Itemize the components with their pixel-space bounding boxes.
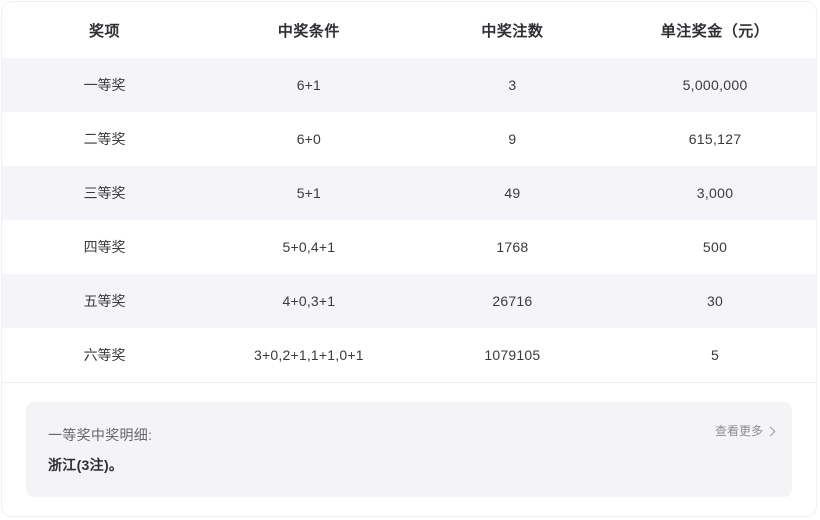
cell-count: 1768 [410,220,615,274]
detail-section: 一等奖中奖明细: 浙江(3注)。 查看更多 [2,383,816,497]
view-more-label: 查看更多 [714,424,763,438]
cell-level: 五等奖 [2,274,208,328]
chevron-right-icon [765,426,776,436]
table-row: 一等奖 6+1 3 5,000,000 [2,58,816,112]
detail-body: 浙江(3注)。 [48,457,124,473]
cell-level: 四等奖 [2,220,208,274]
cell-amount: 5 [614,328,816,382]
prize-table-header: 奖项 中奖条件 中奖注数 单注奖金（元） [2,2,816,58]
cell-amount: 5,000,000 [614,58,816,112]
cell-condition: 4+0,3+1 [207,274,411,328]
cell-condition: 6+0 [207,112,411,166]
column-header-condition: 中奖条件 [207,2,411,58]
cell-condition: 5+0,4+1 [207,220,411,274]
cell-amount: 500 [614,220,816,274]
cell-count: 3 [410,58,615,112]
cell-level: 二等奖 [2,112,208,166]
cell-count: 26716 [410,274,615,328]
cell-condition: 3+0,2+1,1+1,0+1 [207,328,411,382]
table-row: 二等奖 6+0 9 615,127 [2,112,816,166]
table-header-row: 奖项 中奖条件 中奖注数 单注奖金（元） [2,2,816,58]
view-more-link[interactable]: 查看更多 [714,424,776,438]
table-row: 六等奖 3+0,2+1,1+1,0+1 1079105 5 [2,328,816,382]
cell-amount: 3,000 [614,166,816,220]
first-prize-detail-panel: 一等奖中奖明细: 浙江(3注)。 查看更多 [26,402,792,497]
prize-table: 奖项 中奖条件 中奖注数 单注奖金（元） 一等奖 6+1 3 5,000,000… [2,2,816,382]
cell-level: 一等奖 [2,58,208,112]
cell-amount: 615,127 [614,112,816,166]
cell-level: 六等奖 [2,328,208,382]
table-row: 三等奖 5+1 49 3,000 [2,166,816,220]
cell-count: 9 [410,112,615,166]
table-row: 四等奖 5+0,4+1 1768 500 [2,220,816,274]
cell-condition: 5+1 [207,166,411,220]
prize-table-body: 一等奖 6+1 3 5,000,000 二等奖 6+0 9 615,127 三等… [2,58,816,382]
column-header-amount: 单注奖金（元） [614,2,816,58]
table-row: 五等奖 4+0,3+1 26716 30 [2,274,816,328]
table-bottom-divider [2,382,816,383]
cell-amount: 30 [614,274,816,328]
detail-title: 一等奖中奖明细: [48,427,153,443]
cell-count: 1079105 [410,328,615,382]
cell-condition: 6+1 [207,58,411,112]
cell-level: 三等奖 [2,166,208,220]
column-header-level: 奖项 [2,2,208,58]
cell-count: 49 [410,166,615,220]
column-header-count: 中奖注数 [410,2,615,58]
